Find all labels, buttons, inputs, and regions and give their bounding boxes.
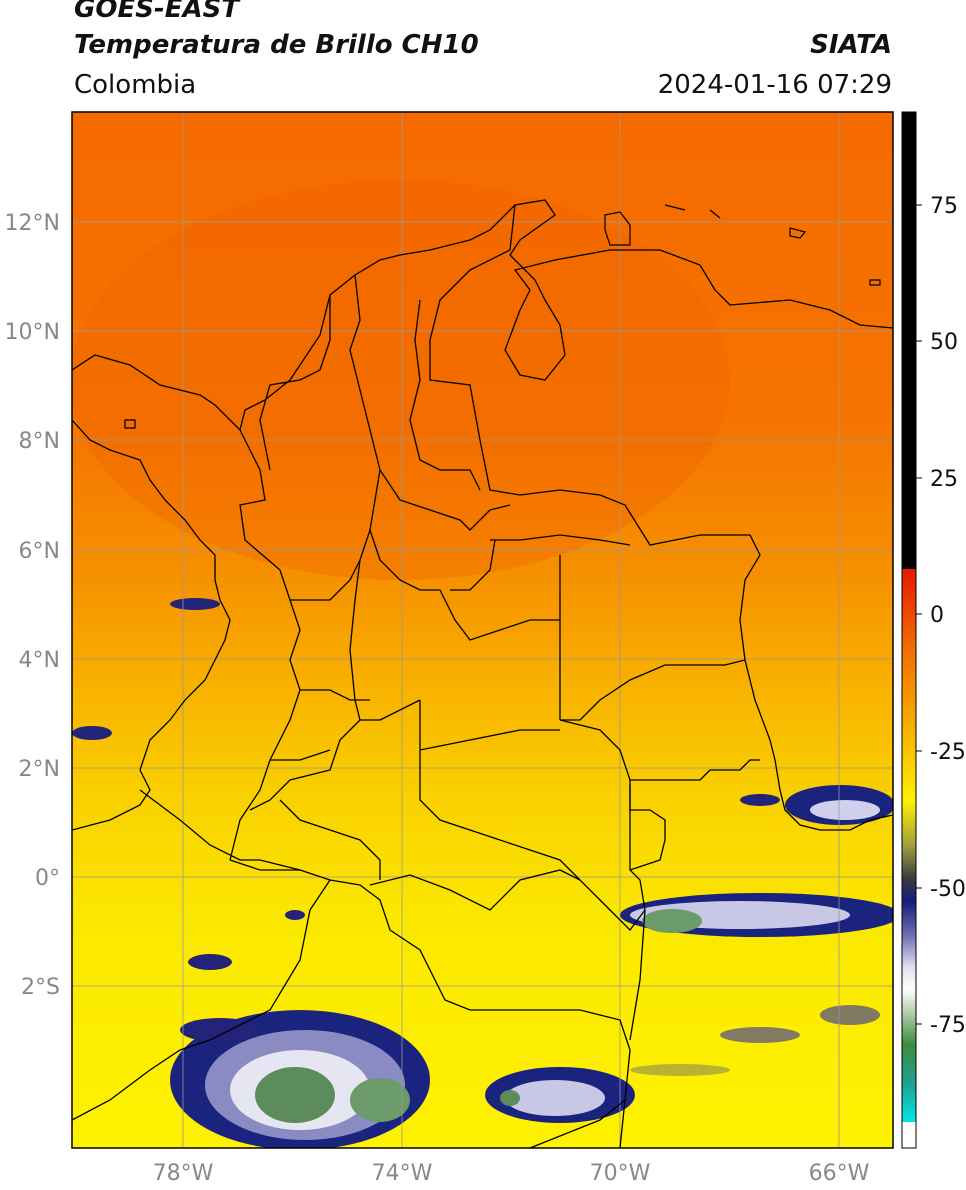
cloud-cluster-southwest bbox=[170, 954, 430, 1148]
brightness-temperature-field bbox=[72, 112, 893, 1148]
colorbar-frame bbox=[901, 111, 917, 1149]
product-title: Temperatura de Brillo CH10 bbox=[74, 30, 479, 60]
region-label: Colombia bbox=[74, 70, 197, 100]
lat-label: 4°N bbox=[19, 648, 60, 673]
colorbar: 75 50 25 0 -25 -50 -75 bbox=[901, 111, 966, 1149]
lon-label: 66°W bbox=[809, 1161, 870, 1186]
colombia-east-border bbox=[559, 555, 893, 831]
colorbar-tick: 50 bbox=[930, 330, 958, 355]
colombia-peru-border bbox=[369, 759, 760, 931]
graticule bbox=[72, 112, 893, 1148]
department-borders bbox=[229, 274, 631, 881]
caribbean-coastline bbox=[72, 199, 893, 432]
colorbar-tick: 75 bbox=[930, 194, 958, 219]
cloud-streaks-southeast bbox=[630, 1005, 880, 1076]
colorbar-tick: -25 bbox=[930, 740, 966, 765]
timestamp-label: 2024-01-16 07:29 bbox=[657, 70, 892, 100]
pacific-coastline bbox=[72, 419, 231, 831]
organization-label: SIATA bbox=[810, 30, 892, 60]
lat-label: 0° bbox=[35, 866, 60, 891]
cloud-band-equator-east bbox=[620, 785, 893, 937]
peru-south-line bbox=[72, 879, 331, 1121]
lat-label: 12°N bbox=[5, 211, 60, 236]
borders bbox=[72, 199, 893, 1148]
lon-label: 74°W bbox=[372, 1161, 433, 1186]
brazil-peru-line bbox=[529, 909, 646, 1148]
venezuela-border bbox=[429, 204, 761, 721]
brazil-border bbox=[629, 785, 666, 871]
colorbar-gradient bbox=[902, 569, 916, 1122]
lat-label: 2°N bbox=[19, 757, 60, 782]
lon-label: 78°W bbox=[153, 1161, 214, 1186]
lat-label: 2°S bbox=[21, 975, 60, 1000]
map-frame bbox=[71, 111, 894, 1149]
satellite-title: GOES-EAST bbox=[74, 0, 240, 24]
colorbar-tick: -50 bbox=[930, 877, 966, 902]
colorbar-white-segment bbox=[902, 1122, 916, 1148]
cloud-cluster-south-central bbox=[485, 1067, 635, 1123]
longitude-axis: 78°W 74°W 70°W 66°W bbox=[153, 1161, 870, 1186]
lon-label: 70°W bbox=[590, 1161, 651, 1186]
lat-label: 8°N bbox=[19, 429, 60, 454]
lat-label: 6°N bbox=[19, 539, 60, 564]
islands bbox=[124, 204, 881, 429]
colorbar-black-segment bbox=[902, 112, 916, 569]
lat-label: 10°N bbox=[5, 320, 60, 345]
colorbar-tick: -75 bbox=[930, 1013, 966, 1038]
colorbar-tick: 25 bbox=[930, 467, 958, 492]
colorbar-tick: 0 bbox=[930, 603, 944, 628]
ecuador-peru-border bbox=[139, 789, 631, 1148]
latitude-axis: 12°N 10°N 8°N 6°N 4°N 2°N 0° 2°S bbox=[5, 211, 60, 1000]
